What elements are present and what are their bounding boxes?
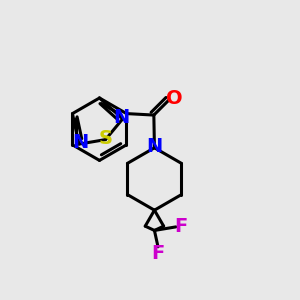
Text: N: N: [146, 137, 163, 156]
Text: N: N: [113, 108, 129, 127]
Text: N: N: [72, 133, 88, 152]
Text: F: F: [175, 218, 188, 236]
Text: F: F: [152, 244, 165, 263]
Text: O: O: [166, 89, 183, 108]
Text: S: S: [98, 129, 112, 148]
